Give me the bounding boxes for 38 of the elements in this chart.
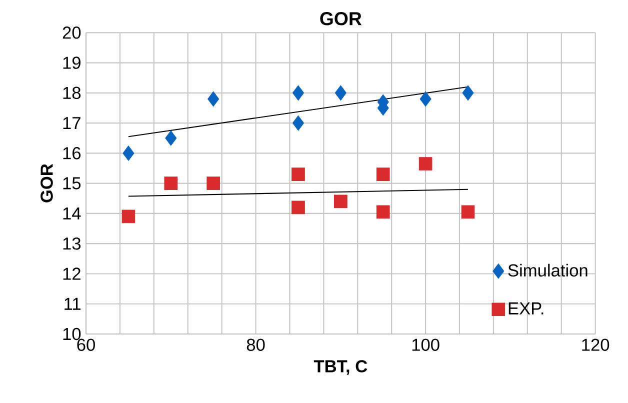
y-tick-label: 19 [63,56,80,69]
point [206,176,220,190]
y-tick-label: 13 [63,237,81,250]
chart-title: GOR [320,12,362,26]
x-tick-label: 60 [77,338,95,351]
point [292,200,305,214]
point [164,176,178,190]
x-tick-label: 80 [246,338,265,351]
point [376,205,390,219]
y-tick-label: 20 [62,26,81,39]
y-tick-label: 15 [63,177,81,190]
point [292,168,305,181]
point [122,146,134,161]
x-axis-title: TBT, C [314,360,368,375]
point [165,130,177,146]
point [208,91,220,107]
y-tick-label: 17 [63,117,80,130]
y-tick-label: 18 [63,86,81,100]
point [334,85,346,101]
point [376,168,390,181]
point [292,115,304,131]
x-tick-label: 120 [582,338,610,351]
point [420,91,432,107]
point [122,210,136,224]
point [334,194,348,208]
point [292,85,304,101]
x-tick-label: 100 [412,338,440,351]
y-axis-title: GOR [40,164,53,202]
point [461,205,475,219]
y-tick-label: 10 [63,328,81,340]
point [462,85,474,101]
legend-label: EXP. [508,302,544,314]
point [418,157,432,170]
legend-label: Simulation [508,264,588,277]
y-tick-label: 14 [63,208,81,220]
y-tick-label: 16 [63,147,81,160]
y-tick-label: 11 [64,298,80,310]
y-tick-label: 12 [63,268,80,280]
